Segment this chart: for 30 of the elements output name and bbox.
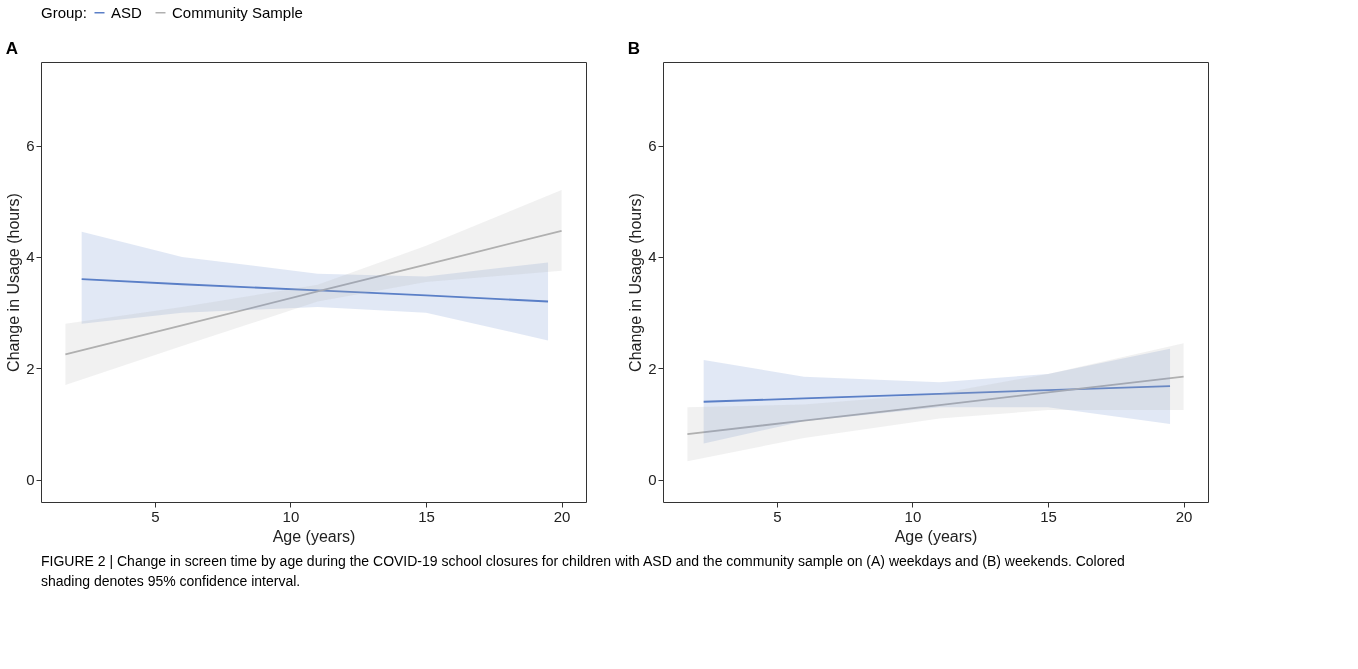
- legend-label: Community Sample: [172, 3, 303, 21]
- y-tick-label: 2: [26, 359, 35, 377]
- y-tick-label: 6: [648, 137, 657, 155]
- y-tick-label: 4: [26, 248, 35, 266]
- x-tick-label: 5: [151, 507, 160, 525]
- y-tick-label: 0: [648, 471, 657, 489]
- x-tick-label: 10: [282, 507, 300, 525]
- x-tick-label: 10: [904, 507, 922, 525]
- line-series: [80, 278, 549, 303]
- line-series: [64, 229, 563, 356]
- y-tick-label: 2: [648, 359, 657, 377]
- y-axis-title: Change in Usage (hours): [5, 193, 23, 372]
- x-tick-label: 15: [418, 507, 435, 525]
- legend-label: ASD: [111, 3, 143, 21]
- y-tick-label: 0: [26, 471, 35, 489]
- x-tick-label: 20: [1175, 507, 1193, 525]
- line-series: [686, 375, 1185, 435]
- x-axis-title: Age (years): [894, 527, 978, 545]
- legend-title: Group:: [41, 4, 87, 21]
- y-tick-label: 6: [26, 137, 35, 155]
- chart-title: A: [5, 39, 18, 58]
- x-axis-title: Age (years): [272, 527, 356, 545]
- y-axis-title: Change in Usage (hours): [627, 193, 645, 372]
- line-series: [702, 385, 1171, 403]
- y-tick-label: 4: [648, 248, 657, 266]
- x-tick-label: 5: [773, 507, 782, 525]
- caption: FIGURE 2 | Change in screen time by age during the COVID-19 school closures for children with ASD and the community sample on (A) weekdays and (B) weekends. Colored shading denotes 95% confidence interval.: [41, 553, 1125, 589]
- chart-title: B: [627, 39, 640, 58]
- x-tick-label: 20: [553, 507, 571, 525]
- x-tick-label: 15: [1040, 507, 1057, 525]
